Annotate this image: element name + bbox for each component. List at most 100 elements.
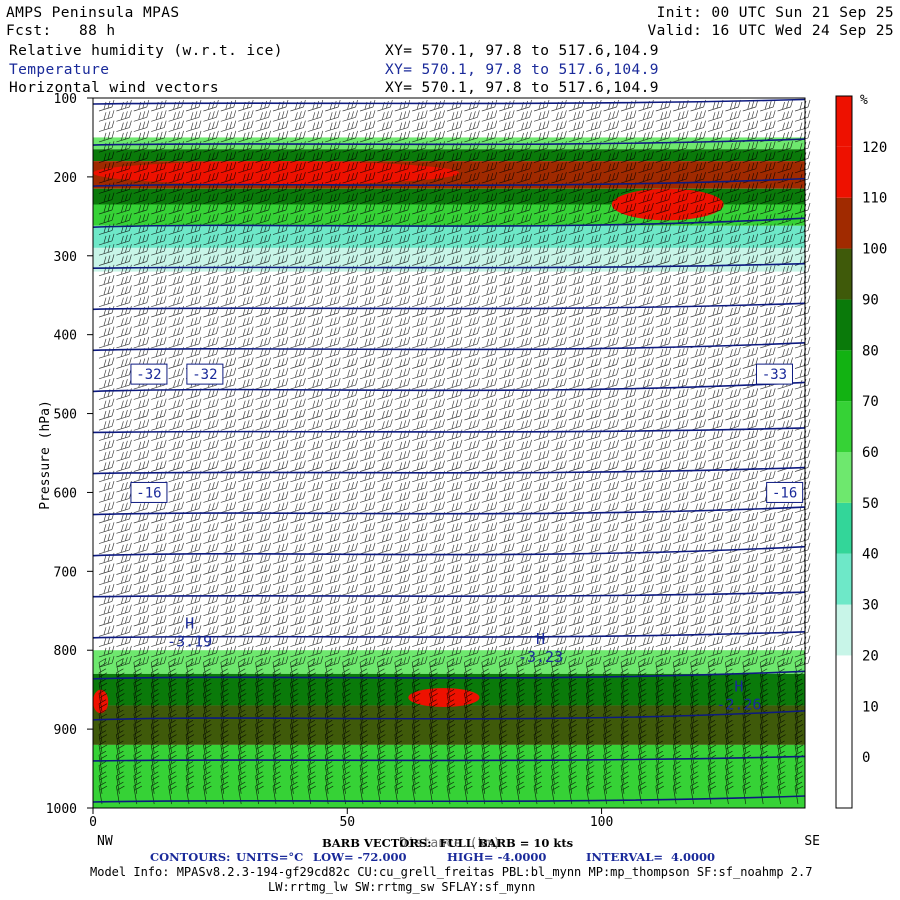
x-axis-label: Distance (km) (399, 836, 501, 851)
field-xy-wind: XY= 570.1, 97.8 to 517.6,104.9 (385, 80, 659, 96)
extremum-mark: H (734, 678, 743, 696)
rh-maximum-patch (408, 688, 480, 708)
y-tick-label: 300 (54, 250, 77, 265)
contours-units: UNITS=°C (236, 850, 304, 864)
model-title: AMPS Peninsula MPAS (6, 5, 180, 21)
colorbar-tick-label: 60 (862, 445, 879, 461)
barb-info: BARB VECTORS: FULL BARB = 10 kts (322, 836, 574, 850)
y-tick-label: 600 (54, 486, 77, 501)
colorbar-bin (836, 299, 852, 351)
contour-label-layer: -32 -32 -33-16 -16H-3.19 H-3.23H-2.26 (130, 363, 804, 714)
y-tick-label: 500 (54, 408, 77, 423)
extremum-value: -3.23 (518, 648, 563, 666)
contour-label-box (130, 481, 168, 503)
colorbar-tick-label: 70 (862, 394, 879, 410)
init-time: Init: 00 UTC Sun 21 Sep 25 (656, 5, 894, 21)
colorbar-bin (836, 553, 852, 605)
colorbar-bin (836, 757, 852, 808)
x-tick-label: 0 (89, 815, 97, 830)
contours-interval: INTERVAL= 4.0000 (586, 850, 716, 864)
temperature-isotherm (92, 177, 806, 187)
temperature-isotherm (92, 138, 806, 146)
y-tick-label: 200 (54, 171, 77, 186)
x-tick-label: 100 (590, 815, 613, 830)
temperature-isotherm (92, 710, 806, 721)
temperature-isotherm (92, 795, 806, 803)
rh-layer-band (93, 137, 805, 150)
colorbar-bin (836, 96, 852, 147)
contours-low: LOW= -72.000 (313, 850, 407, 864)
y-tick-label: 400 (54, 329, 77, 344)
field-name-rh: Relative humidity (w.r.t. ice) (9, 43, 283, 59)
colorbar-bin (836, 706, 852, 758)
temperature-isotherm (92, 262, 806, 270)
rh-layer-band (93, 650, 805, 674)
colorbar-bin (836, 350, 852, 402)
temperature-isotherm (92, 342, 806, 352)
y-tick-label: 1000 (46, 802, 77, 817)
temperature-isotherm (92, 670, 806, 680)
x-left-label: NW (97, 834, 113, 849)
extremum-value: -2.26 (716, 696, 761, 714)
temperature-isotherm (92, 466, 806, 475)
rh-layer-band (93, 225, 805, 248)
plot-frame (92, 97, 806, 809)
contour-label-text: -33 (762, 367, 787, 383)
colorbar-tick-label: 50 (862, 496, 879, 512)
temperature-isotherm (92, 630, 806, 639)
model-info-2: LW:rrtmg_lw SW:rrtmg_sw SFLAY:sf_mynn (268, 880, 536, 894)
temperature-isotherm (92, 98, 806, 105)
colorbar-bin (836, 604, 852, 656)
extremum-value: -3.19 (167, 632, 212, 650)
contour-label-text: -32 (192, 367, 217, 383)
temperature-contour-layer (92, 98, 806, 803)
colorbar-bin (836, 401, 852, 452)
colorbar-bin (836, 248, 852, 300)
rh-layer-band (93, 149, 805, 162)
valid-time: Valid: 16 UTC Wed 24 Sep 25 (647, 23, 894, 39)
wind-barbs (98, 99, 811, 805)
temperature-isotherm (92, 545, 806, 557)
colorbar-tick-label: 30 (862, 598, 879, 614)
x-right-label: SE (804, 834, 820, 849)
contours-high: HIGH= -4.0000 (447, 850, 547, 864)
colorbar-tick-label: 80 (862, 343, 879, 359)
colorbar-bin (836, 452, 852, 503)
y-tick-label: 800 (54, 644, 77, 659)
y-tick-label: 100 (54, 92, 77, 107)
colorbar-tick-label: 10 (862, 699, 879, 715)
rh-maximum-patch (93, 161, 460, 185)
axes-layer: 100 200 300 400 500 600 700 800 900 1000 0 50 100 (46, 92, 614, 830)
colorbar-bin (836, 502, 852, 554)
temperature-isotherm (92, 217, 806, 228)
y-tick-label: 900 (54, 723, 77, 738)
extremum-mark: H (185, 614, 194, 632)
field-xy-temperature: XY= 570.1, 97.8 to 517.6,104.9 (385, 62, 659, 78)
colorbar: 0 10 20 30 40 50 60 70 80 90 100 110 120 (835, 95, 887, 809)
temperature-isotherm (92, 591, 806, 598)
colorbar-bin (836, 146, 852, 198)
y-tick-label: 700 (54, 565, 77, 580)
contour-label-box (186, 363, 224, 385)
field-name-wind: Horizontal wind vectors (9, 80, 219, 96)
contour-label-text: -32 (136, 367, 161, 383)
temperature-isotherm (92, 302, 806, 311)
temperature-isotherm (92, 755, 806, 762)
extremum-mark: H (536, 630, 545, 648)
colorbar-unit: % (860, 93, 868, 108)
colorbar-tick-label: 20 (862, 648, 879, 664)
temperature-isotherm (92, 506, 806, 516)
colorbar-tick-label: 120 (862, 140, 887, 156)
wind-barb-layer (98, 99, 811, 805)
colorbar-tick-label: 40 (862, 547, 879, 563)
colorbar-tick-label: 0 (862, 750, 870, 766)
colorbar-bin (836, 655, 852, 707)
colorbar-tick-label: 100 (862, 242, 887, 258)
contour-label-box (130, 363, 168, 385)
contour-label-text: -16 (136, 485, 161, 501)
contour-label-text: -16 (772, 485, 797, 501)
contour-label-box (766, 481, 804, 503)
forecast-hour: Fcst: 88 h (6, 23, 116, 39)
colorbar-frame (835, 95, 853, 809)
